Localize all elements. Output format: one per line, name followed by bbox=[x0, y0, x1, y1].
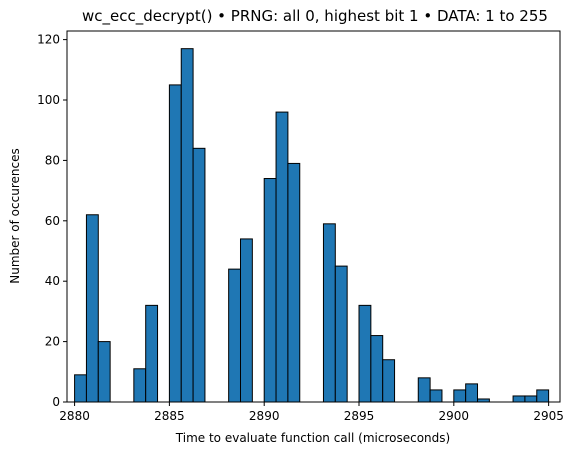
y-tick-label: 20 bbox=[45, 335, 60, 349]
histogram-bar bbox=[370, 335, 384, 403]
histogram-bar bbox=[417, 377, 431, 403]
histogram-bar bbox=[263, 178, 277, 403]
x-tick-label: 2890 bbox=[249, 409, 280, 423]
chart-title: wc_ecc_decrypt() • PRNG: all 0, highest … bbox=[82, 7, 548, 26]
histogram-bar bbox=[322, 223, 336, 403]
histogram-bar bbox=[453, 389, 467, 403]
histogram-bar bbox=[180, 48, 194, 403]
histogram-bar bbox=[429, 389, 443, 403]
x-tick-label: 2880 bbox=[59, 409, 90, 423]
x-tick-label: 2895 bbox=[344, 409, 375, 423]
histogram-bar bbox=[239, 238, 253, 403]
histogram-bar bbox=[275, 111, 289, 403]
histogram-bar bbox=[145, 304, 159, 403]
histogram-bar bbox=[192, 147, 206, 403]
y-tick-label: 80 bbox=[45, 153, 60, 167]
histogram-bar bbox=[74, 374, 87, 403]
y-tick-label: 100 bbox=[37, 93, 60, 107]
y-tick-label: 0 bbox=[52, 395, 60, 409]
histogram-bar bbox=[524, 395, 538, 403]
x-axis-label: Time to evaluate function call (microsec… bbox=[175, 431, 450, 445]
y-axis-label: Number of occurences bbox=[8, 148, 22, 283]
histogram-bar bbox=[85, 214, 99, 403]
histogram-bar bbox=[133, 368, 147, 403]
histogram-bar bbox=[97, 341, 111, 403]
histogram-bar bbox=[382, 359, 396, 403]
y-tick-label: 60 bbox=[45, 214, 60, 228]
x-axis-ticks: 2880 2885 2890 2895 2900 2905 bbox=[59, 402, 564, 423]
histogram-bar bbox=[228, 268, 241, 403]
x-tick-label: 2900 bbox=[439, 409, 470, 423]
y-tick-label: 40 bbox=[45, 274, 60, 288]
histogram-bar bbox=[287, 162, 301, 403]
x-tick-label: 2905 bbox=[533, 409, 564, 423]
histogram-bar bbox=[358, 304, 372, 403]
y-tick-label: 120 bbox=[37, 33, 60, 47]
x-tick-label: 2885 bbox=[154, 409, 185, 423]
y-axis-ticks: 0 20 40 60 80 100 120 bbox=[37, 33, 67, 409]
plot-frame bbox=[66, 30, 561, 403]
histogram-bar bbox=[465, 383, 479, 403]
bars-group bbox=[74, 48, 550, 403]
histogram-bar bbox=[168, 84, 182, 403]
histogram-bar bbox=[512, 395, 526, 403]
histogram-bar bbox=[536, 389, 550, 403]
histogram-bar bbox=[334, 265, 348, 403]
